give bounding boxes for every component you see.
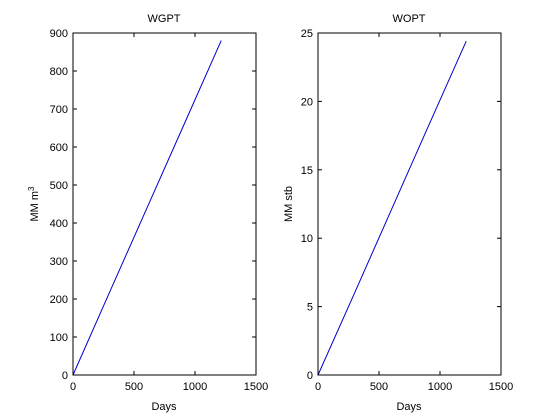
y-tick-label: 20 [301,96,313,108]
y-tick-label: 500 [50,180,68,192]
y-tick-label: 600 [50,142,68,154]
x-ticks: 0 500 1000 1500 [315,33,513,393]
y-tick-label: 0 [62,370,68,382]
chart-wopt: WOPT 0 500 1000 1500 0 5 10 15 20 25 Days MM stb [283,13,513,413]
y-tick-label: 15 [301,165,313,177]
x-tick-label: 1500 [244,381,268,393]
y-tick-label: 200 [50,294,68,306]
y-ticks: 0 5 10 15 20 25 [301,28,501,382]
plot-area [317,41,467,376]
y-axis-label: MM stb [283,186,295,222]
y-tick-label: 700 [50,104,68,116]
x-tick-label: 1000 [183,381,207,393]
x-axis-label: Days [151,401,177,413]
y-ticks: 0 100 200 300 400 500 600 700 800 900 [50,28,256,382]
x-tick-label: 500 [370,381,388,393]
y-axis-label-text: MM m [29,191,41,222]
y-tick-label: 5 [307,302,313,314]
y-tick-label: 25 [301,28,313,40]
series-line-0 [317,41,467,376]
axes-box [317,32,502,376]
chart-wgpt: WGPT 0 500 1000 1500 0 100 200 300 400 500 600 700… [27,13,268,413]
y-tick-label: 900 [50,28,68,40]
chart-title: WGPT [148,13,181,25]
y-axis-label-superscript: 3 [27,186,36,191]
x-tick-label: 0 [315,381,321,393]
y-axis-label: MM m3 [27,186,41,222]
x-ticks: 0 500 1000 1500 [70,33,268,393]
x-tick-label: 0 [70,381,76,393]
y-tick-label: 0 [307,370,313,382]
x-tick-label: 1500 [489,381,513,393]
x-tick-label: 500 [125,381,143,393]
y-tick-label: 400 [50,218,68,230]
chart-title: WOPT [393,13,426,25]
series-line-0 [72,40,222,376]
y-tick-label: 100 [50,332,68,344]
x-axis-label: Days [396,401,422,413]
y-tick-label: 10 [301,233,313,245]
axes-box [72,32,257,376]
x-tick-label: 1000 [428,381,452,393]
plot-area [72,40,222,376]
y-tick-label: 800 [50,66,68,78]
y-tick-label: 300 [50,256,68,268]
